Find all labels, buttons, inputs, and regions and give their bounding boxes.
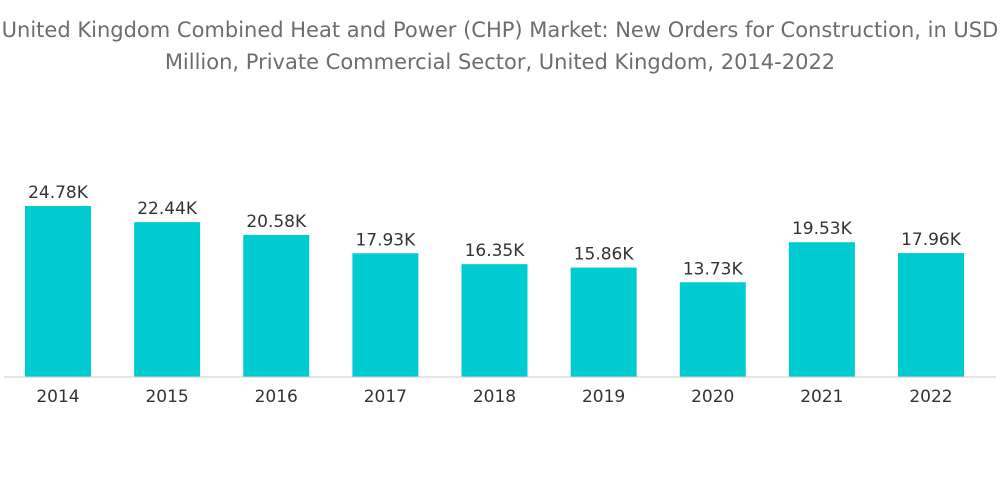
bar-2017 (352, 253, 419, 377)
bar-2015 (134, 222, 201, 377)
bars-group (25, 206, 964, 377)
x-tick-label-2017: 2017 (364, 387, 407, 407)
value-labels-group: 24.78K 22.44K 20.58K 17.93K 16.35K 15.86K 13.7… (28, 183, 962, 279)
value-label-2016: 20.58K (246, 212, 307, 232)
value-label-2015: 22.44K (137, 199, 198, 219)
bar-2018 (461, 264, 528, 377)
value-label-2017: 17.93K (355, 230, 416, 250)
x-tick-label-2022: 2022 (909, 387, 952, 407)
x-tick-label-2016: 2016 (255, 387, 298, 407)
x-tick-label-2015: 2015 (145, 387, 188, 407)
x-tick-label-2018: 2018 (473, 387, 516, 407)
bar-2019 (570, 267, 637, 377)
x-tick-label-2021: 2021 (800, 387, 843, 407)
bar-2021 (788, 242, 855, 377)
x-tick-label-2014: 2014 (36, 387, 79, 407)
value-label-2021: 19.53K (792, 219, 853, 239)
chart-title: United Kingdom Combined Heat and Power (… (1, 18, 999, 74)
bar-2014 (25, 206, 91, 377)
tick-labels-group: 2014 2015 2016 2017 2018 2019 2020 2021 2022 (36, 387, 952, 407)
value-label-2019: 15.86K (574, 245, 635, 265)
value-label-2022: 17.96K (901, 230, 962, 250)
value-label-2014: 24.78K (28, 183, 89, 203)
bar-2016 (243, 234, 310, 377)
value-label-2018: 16.35K (465, 241, 526, 261)
value-label-2020: 13.73K (683, 259, 744, 279)
bar-2020 (679, 282, 746, 377)
x-tick-label-2019: 2019 (582, 387, 625, 407)
bar-2022 (898, 253, 964, 377)
x-tick-label-2020: 2020 (691, 387, 734, 407)
